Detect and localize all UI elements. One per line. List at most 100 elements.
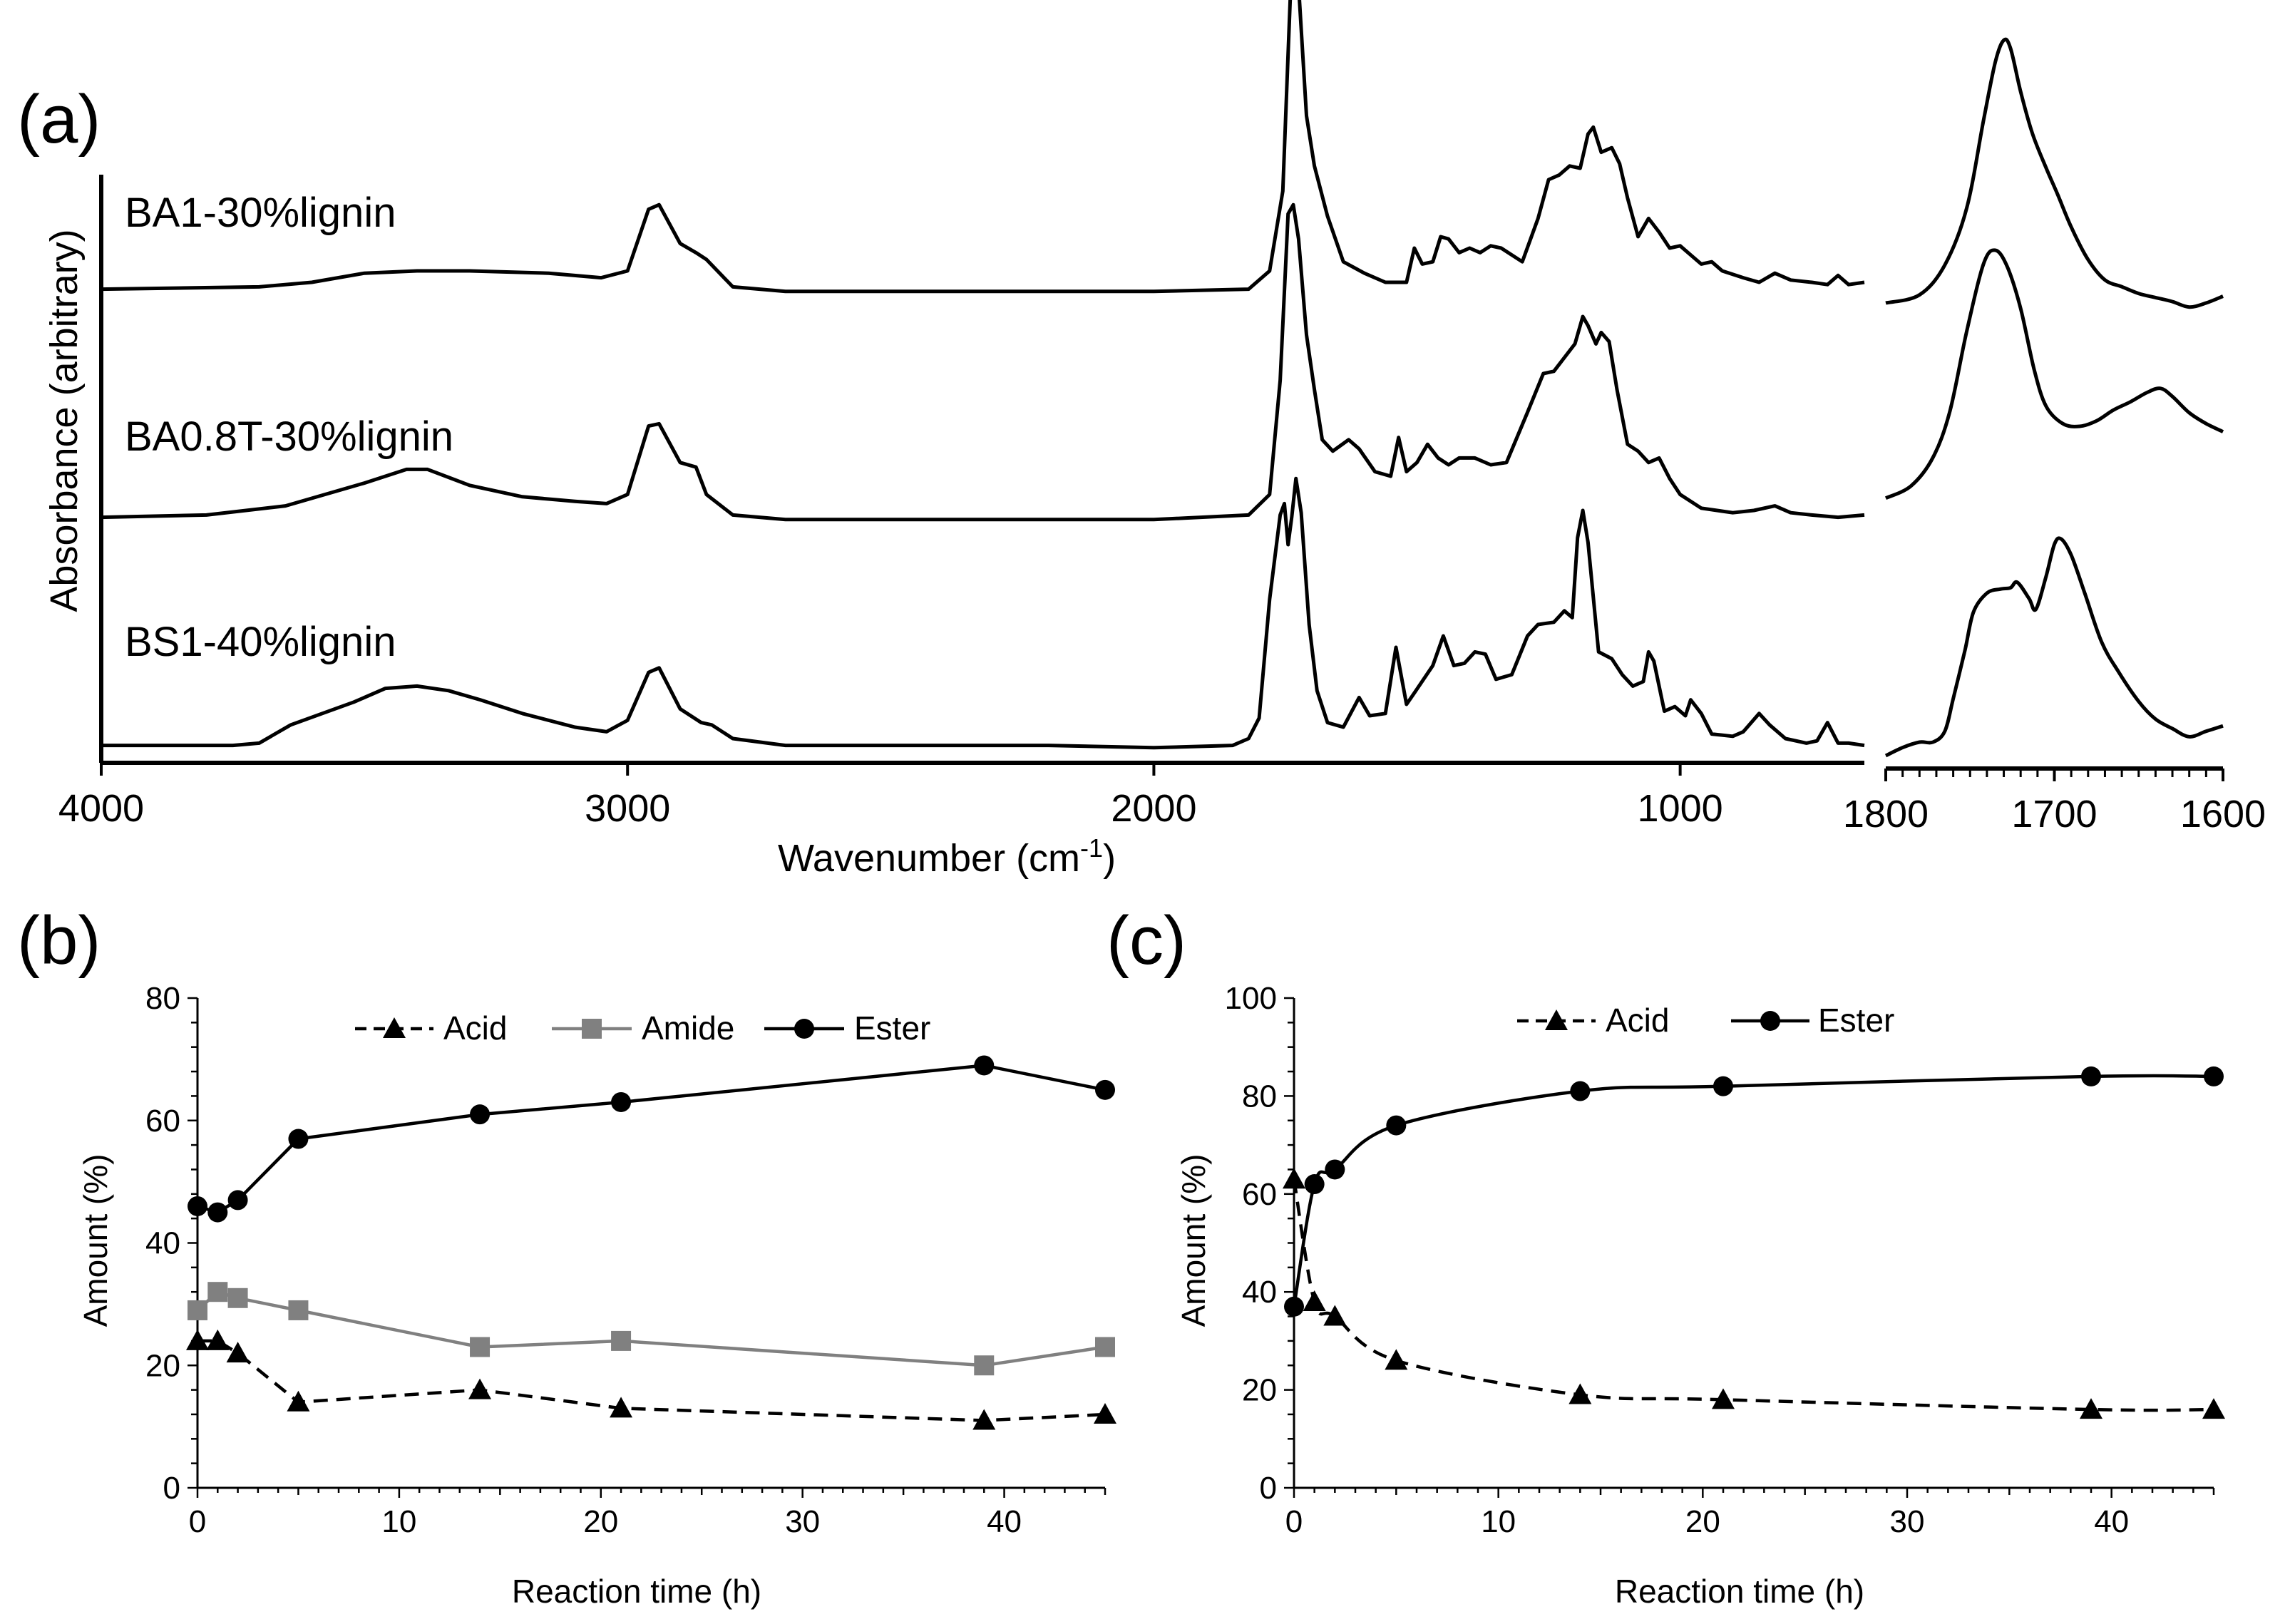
b-point-ester-5: [288, 1129, 309, 1149]
x-title-close: ): [1103, 837, 1116, 880]
b-legend-marker-acid: [383, 1017, 406, 1038]
b-point-acid-2: [226, 1342, 250, 1363]
panel-c-series: [1283, 1066, 2225, 1419]
panel-c-axes: 0 20 40 60 80 100 0 10 20 30 40: [1225, 981, 2215, 1539]
c-x-tick-label-20: 20: [1685, 1504, 1720, 1539]
panel-a-y-axis-title: Absorbance (arbitrary): [43, 229, 86, 612]
inset-spectrum-ba1-30-lignin: [1885, 37, 2224, 309]
panel-c-x-axis-title: Reaction time (h): [1615, 1573, 1864, 1610]
c-y-tick-label-80: 80: [1242, 1079, 1277, 1114]
x-title-superscript: -1: [1080, 833, 1103, 863]
c-legend-marker-acid: [1545, 1009, 1568, 1030]
b-point-acid-39: [972, 1409, 996, 1430]
inset-spectrum-ba0-8t-30-lignin: [1884, 248, 2224, 500]
b-point-ester-0: [188, 1196, 207, 1216]
c-x-tick-label-10: 10: [1481, 1504, 1516, 1539]
b-point-amide-5: [288, 1300, 309, 1320]
inset-tick-label-1600: 1600: [2180, 793, 2266, 836]
c-point-acid-14: [1568, 1383, 1592, 1404]
panel-c-label: (c): [1107, 903, 1186, 979]
b-y-tick-label-20: 20: [145, 1348, 180, 1383]
panel-a: (a) Absorbance (arbitrary) 4000 3000 2000 1…: [17, 0, 2266, 880]
b-point-amide-45: [1095, 1337, 1115, 1357]
b-x-tick-label-30: 30: [785, 1504, 820, 1539]
c-point-ester-14: [1570, 1081, 1591, 1101]
b-point-ester-1: [207, 1202, 228, 1223]
c-point-acid-39: [2080, 1398, 2102, 1419]
series-label-ba08t: BA0.8T-30%lignin: [125, 413, 453, 460]
b-x-tick-label-20: 20: [583, 1504, 618, 1539]
panel-c: (c) Amount (%) Reaction time (h) 0 20 40 60…: [1107, 903, 2225, 1610]
b-y-tick-label-0: 0: [163, 1471, 180, 1506]
panel-b-x-axis-title: Reaction time (h): [512, 1573, 761, 1610]
c-y-tick-label-100: 100: [1225, 981, 1277, 1016]
b-y-tick-label-60: 60: [145, 1104, 180, 1139]
spectrum-bs1-40-lignin: [101, 476, 1865, 750]
b-y-tick-label-40: 40: [145, 1226, 180, 1261]
c-x-tick-label-30: 30: [1890, 1504, 1925, 1539]
inset-spectrum-bs1-40-lignin: [1884, 536, 2224, 758]
panel-a-label: (a): [17, 81, 101, 158]
b-point-ester-2: [227, 1190, 248, 1211]
panel-c-y-axis-title: Amount (%): [1175, 1154, 1212, 1327]
panel-a-x-ticks: 4000 3000 2000 1000: [58, 763, 1723, 830]
x-tick-label-3000: 3000: [585, 787, 670, 830]
c-point-ester-21: [1713, 1076, 1733, 1096]
c-x-tick-label-40: 40: [2094, 1504, 2129, 1539]
x-title-text: Wavenumber (cm: [778, 837, 1080, 880]
c-x-tick-label-0: 0: [1285, 1504, 1303, 1539]
b-point-amide-0: [188, 1300, 207, 1320]
legend-b-ester: Ester: [854, 1009, 930, 1047]
legend-c-acid: Acid: [1606, 1002, 1669, 1039]
c-point-acid-45: [2202, 1398, 2225, 1419]
inset-x-ticks: 1800 1700 1600: [1843, 769, 2266, 836]
b-x-tick-label-0: 0: [189, 1504, 206, 1539]
legend-b-amide: Amide: [642, 1009, 734, 1047]
b-line-amide: [196, 1290, 1106, 1367]
c-point-ester-39: [2081, 1066, 2101, 1086]
b-line-acid: [197, 1339, 1106, 1422]
b-point-ester-39: [974, 1055, 995, 1076]
b-line-ester: [197, 1064, 1106, 1214]
b-x-tick-label-10: 10: [381, 1504, 416, 1539]
b-point-acid-5: [287, 1390, 310, 1412]
b-point-amide-39: [974, 1355, 995, 1376]
c-point-acid-0: [1283, 1168, 1305, 1189]
b-point-ester-14: [470, 1104, 491, 1125]
b-point-acid-1: [206, 1329, 230, 1350]
c-point-ester-5: [1386, 1115, 1407, 1136]
inset-tick-label-1700: 1700: [2011, 793, 2097, 836]
b-y-tick-label-80: 80: [145, 981, 180, 1016]
legend-b-acid: Acid: [443, 1009, 507, 1047]
c-y-tick-label-40: 40: [1242, 1275, 1277, 1310]
b-point-amide-14: [470, 1337, 491, 1357]
b-point-acid-14: [468, 1378, 492, 1399]
c-point-ester-45: [2204, 1066, 2224, 1086]
spectrum-ba1-30-lignin: [101, 0, 1865, 294]
c-point-ester-0: [1284, 1296, 1304, 1317]
panel-b: (b) Amount (%) Reaction time (h) 0 20 40 60…: [17, 903, 1116, 1610]
c-point-acid-21: [1712, 1388, 1735, 1409]
legend-c-ester: Ester: [1818, 1002, 1894, 1039]
x-tick-label-4000: 4000: [58, 787, 144, 830]
inset-spectra: [1884, 37, 2224, 758]
panel-b-axes: 0 20 40 60 80 0 10 20 30 40: [145, 981, 1107, 1539]
c-line-acid: [1292, 1178, 2214, 1412]
b-point-acid-0: [186, 1329, 209, 1350]
x-tick-label-1000: 1000: [1638, 787, 1723, 830]
panel-a-spectra: [101, 0, 1865, 750]
c-y-tick-label-60: 60: [1242, 1177, 1277, 1212]
c-point-ester-1: [1304, 1174, 1325, 1195]
series-label-ba1: BA1-30%lignin: [125, 190, 396, 236]
panel-a-x-axis-title: Wavenumber (cm-1): [778, 833, 1116, 880]
spectrum-ba0-8t-30-lignin: [101, 202, 1865, 522]
x-tick-label-2000: 2000: [1111, 787, 1196, 830]
panel-b-series: [186, 1055, 1116, 1430]
c-y-tick-label-20: 20: [1242, 1373, 1277, 1408]
b-point-amide-1: [207, 1282, 228, 1302]
panel-b-legend: Acid Amide Ester: [355, 1009, 930, 1047]
b-point-ester-45: [1095, 1079, 1115, 1100]
series-label-bs1: BS1-40%lignin: [125, 619, 396, 665]
b-point-amide-2: [227, 1288, 248, 1308]
b-point-ester-21: [611, 1091, 632, 1112]
